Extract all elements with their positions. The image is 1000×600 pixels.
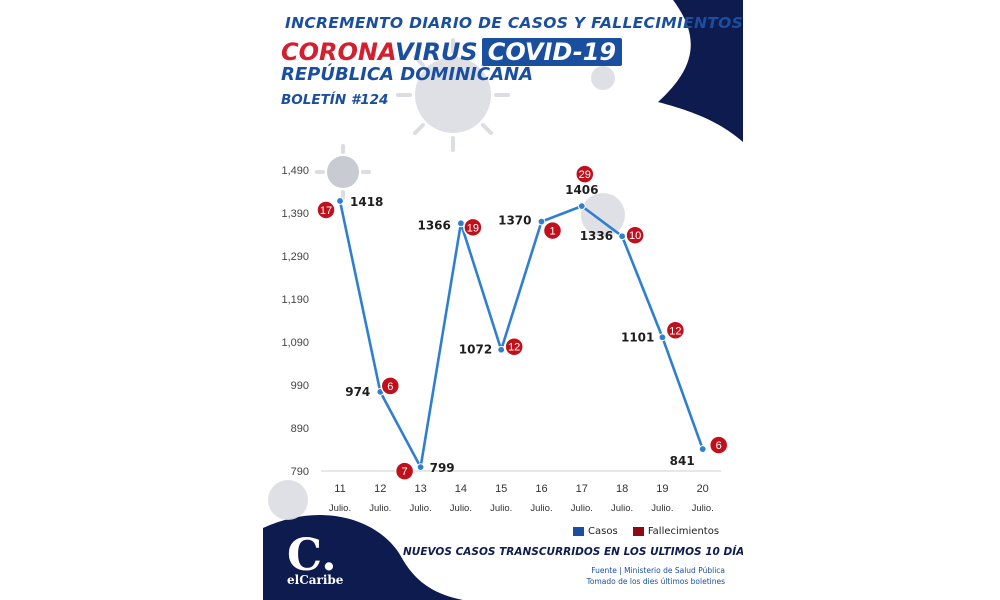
- x-tick-label: 19: [656, 483, 668, 495]
- footer-title: NUEVOS CASOS TRANSCURRIDOS EN LOS ULTIMO…: [403, 546, 743, 558]
- x-tick-sublabel: Julio.: [611, 503, 633, 514]
- cases-data-label: 1418: [350, 195, 383, 209]
- x-tick-sublabel: Julio.: [410, 503, 432, 514]
- cases-data-label: 1336: [580, 229, 613, 243]
- deaths-badge: [708, 435, 729, 455]
- x-tick-label: 17: [576, 483, 588, 495]
- legend-item-deaths: Fallecimientos: [632, 526, 720, 537]
- legend-swatch-cases: [573, 527, 584, 536]
- cases-data-label: 974: [345, 385, 370, 399]
- deaths-data-label: 19: [467, 222, 479, 234]
- legend-label-cases: Casos: [588, 526, 618, 537]
- y-tick-label: 1,290: [281, 251, 309, 263]
- x-tick-sublabel: Julio.: [530, 503, 552, 514]
- y-tick-label: 1,090: [281, 337, 309, 349]
- x-tick-label: 12: [374, 483, 386, 495]
- covid-title: CORONAVIRUS COVID-19: [281, 38, 623, 66]
- background-decoration: [263, 0, 743, 600]
- deaths-badge: [394, 461, 415, 481]
- y-tick-label: 790: [291, 466, 309, 478]
- deaths-data-label: 12: [508, 342, 520, 354]
- cases-data-label: 1072: [459, 343, 492, 357]
- cases-point: [698, 445, 707, 453]
- elcaribe-logo: C.: [287, 530, 335, 576]
- x-tick-sublabel: Julio.: [651, 503, 673, 514]
- deaths-data-label: 29: [579, 169, 591, 181]
- x-tick-label: 16: [535, 483, 547, 495]
- infographic-poster: INCREMENTO DIARIO DE CASOS Y FALLECIMIEN…: [263, 0, 743, 600]
- cases-point: [457, 219, 465, 228]
- x-tick-label: 13: [414, 483, 426, 495]
- y-tick-label: 1,190: [281, 294, 309, 306]
- bottom-left-navy-shape: [263, 514, 463, 600]
- deaths-badge: [380, 376, 401, 396]
- deaths-data-label: 1: [549, 226, 555, 238]
- deaths-data-label: 17: [320, 205, 332, 217]
- deaths-badge: [575, 164, 595, 184]
- x-tick-sublabel: Julio.: [369, 503, 391, 514]
- legend-item-cases: Casos: [573, 526, 618, 537]
- y-tick-label: 990: [291, 380, 309, 392]
- deaths-badge: [463, 217, 483, 238]
- covid-badge: COVID-19: [481, 38, 623, 66]
- virus-word: VIRUS: [394, 38, 478, 66]
- line-chart: 790 890 990 1,090 1,190 1,290 1,390 1,490 11 Juli…: [281, 164, 729, 514]
- logo-letter: C.: [287, 530, 335, 576]
- deaths-badge: [665, 320, 686, 341]
- deaths-badge: [542, 220, 563, 241]
- x-tick-sublabel: Julio.: [692, 503, 714, 514]
- deaths-badge: [504, 336, 524, 357]
- x-tick-label: 15: [495, 483, 507, 495]
- cases-point: [658, 333, 667, 342]
- x-tick-sublabel: Julio.: [450, 503, 472, 514]
- y-tick-label: 1,490: [281, 165, 309, 177]
- bulletin-number: BOLETÍN #124: [281, 92, 389, 108]
- source-line-2: Tomado de los dies últimos boletines: [586, 577, 725, 586]
- cases-point: [618, 232, 627, 241]
- cases-point: [537, 217, 546, 226]
- deaths-data-label: 10: [629, 230, 641, 242]
- chart-legend: Casos Fallecimientos: [573, 526, 731, 539]
- y-tick-label: 1,390: [281, 208, 309, 220]
- deaths-data-label: 6: [716, 440, 722, 452]
- x-tick-label: 14: [455, 483, 467, 495]
- legend-swatch-deaths: [632, 527, 644, 536]
- x-tick-sublabel: Julio.: [329, 503, 351, 514]
- x-tick-label: 20: [697, 483, 709, 495]
- top-right-navy-shape: [658, 0, 743, 142]
- y-tick-label: 890: [291, 423, 309, 435]
- cases-data-label: 799: [430, 461, 455, 475]
- x-tick-sublabel: Julio.: [571, 503, 593, 514]
- virus-icon: [327, 156, 359, 188]
- deaths-badge: [625, 225, 645, 245]
- deaths-data-label: 7: [402, 466, 408, 478]
- x-tick-label: 18: [616, 483, 628, 495]
- header-title: INCREMENTO DIARIO DE CASOS Y FALLECIMIEN…: [285, 14, 743, 32]
- cases-point: [577, 202, 586, 211]
- corona-word: CORONA: [281, 38, 395, 66]
- x-tick-label: 11: [334, 483, 345, 495]
- cases-data-label: 1101: [621, 330, 654, 344]
- cases-point: [497, 345, 506, 354]
- source-line-1: Fuente | Ministerio de Salud Pública: [591, 566, 725, 575]
- legend-label-deaths: Fallecimientos: [647, 526, 720, 537]
- cases-point: [336, 197, 344, 205]
- deaths-data-label: 6: [387, 381, 393, 393]
- cases-data-label: 1370: [498, 214, 531, 228]
- deaths-badge: [316, 200, 336, 220]
- cases-data-label: 841: [670, 454, 695, 468]
- deaths-data-label: 12: [669, 325, 681, 337]
- cases-point: [416, 463, 425, 472]
- cases-data-label: 1366: [417, 218, 450, 232]
- cases-series-line: [338, 200, 704, 469]
- logo-wordmark: elCaribe: [287, 573, 344, 587]
- country-title: REPÚBLICA DOMINICANA: [281, 64, 534, 85]
- cases-data-label: 1406: [565, 183, 598, 197]
- virus-icon: [268, 57, 625, 520]
- x-tick-sublabel: Julio.: [490, 503, 512, 514]
